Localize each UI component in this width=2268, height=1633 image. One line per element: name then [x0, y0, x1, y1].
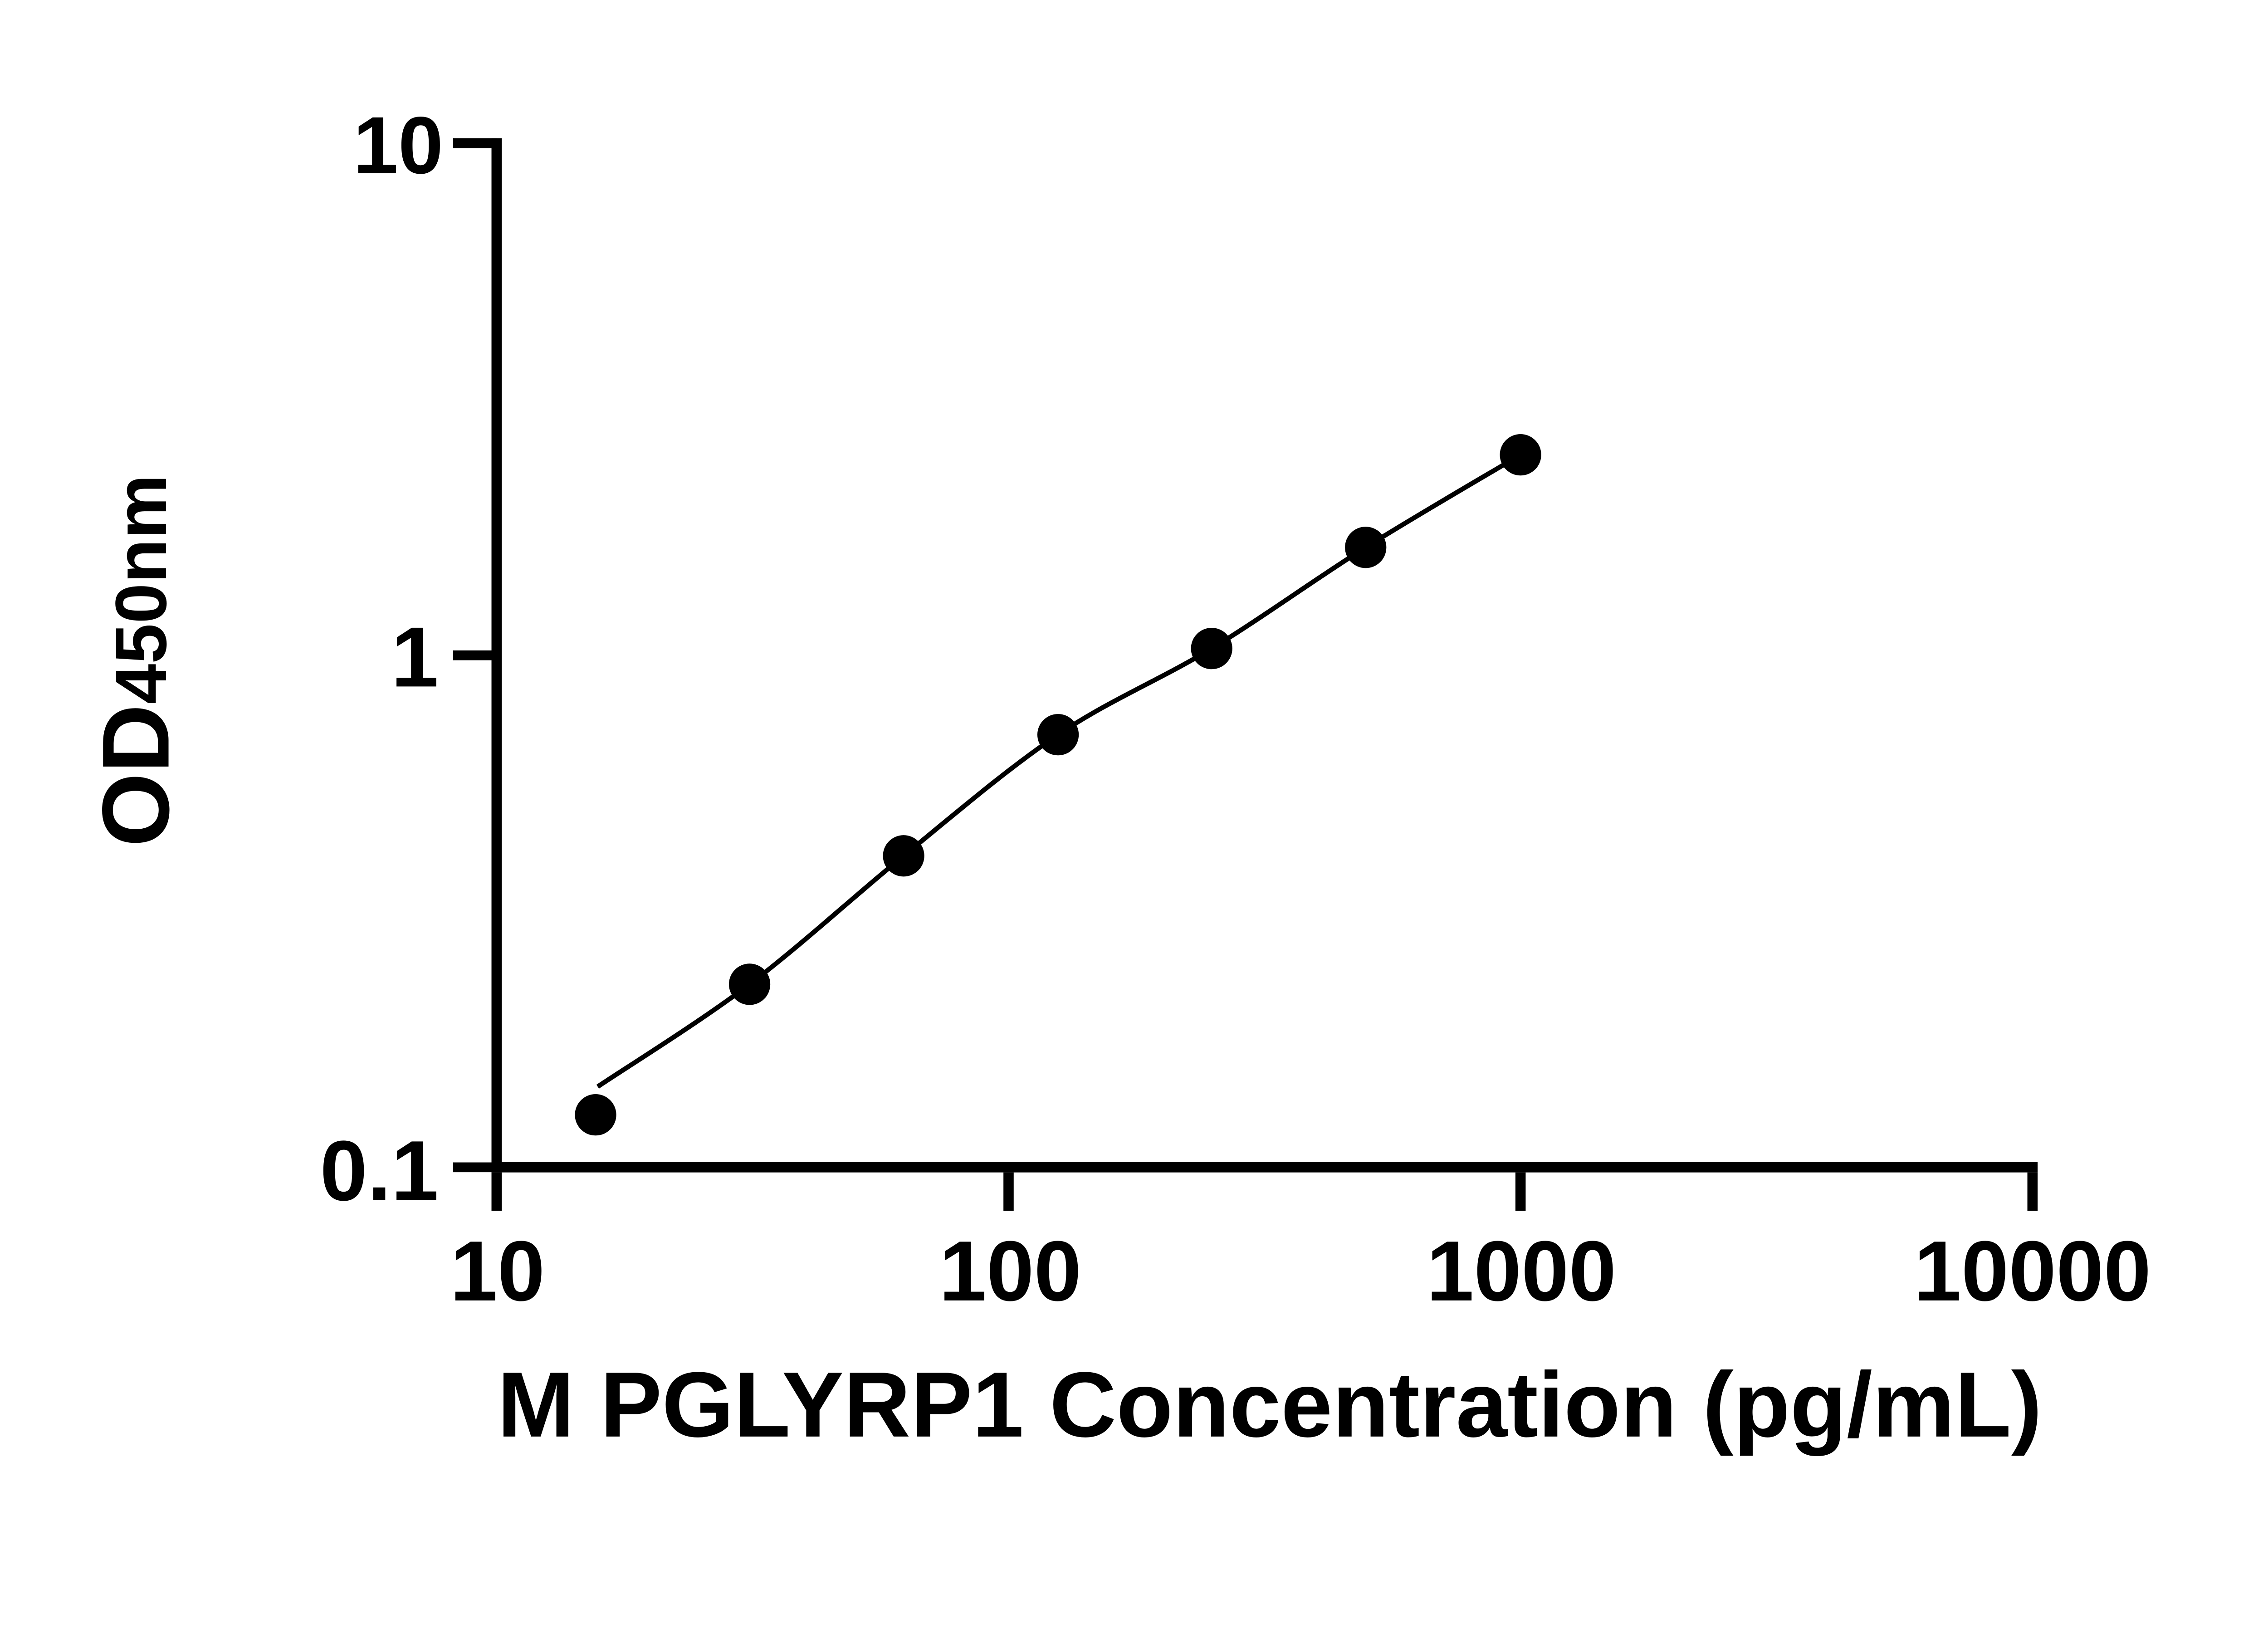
svg-text:OD450nm: OD450nm [83, 474, 189, 847]
svg-text:10000: 10000 [1914, 1223, 2151, 1319]
svg-text:1: 1 [391, 609, 439, 704]
svg-text:1000: 1000 [1427, 1223, 1616, 1319]
svg-text:100: 100 [939, 1223, 1081, 1319]
svg-text:M PGLYRP1 Concentration (pg/mL: M PGLYRP1 Concentration (pg/mL) [497, 1353, 2042, 1457]
svg-text:0.1: 0.1 [320, 1123, 439, 1218]
svg-text:10: 10 [450, 1223, 545, 1319]
svg-text:10: 10 [353, 100, 443, 191]
